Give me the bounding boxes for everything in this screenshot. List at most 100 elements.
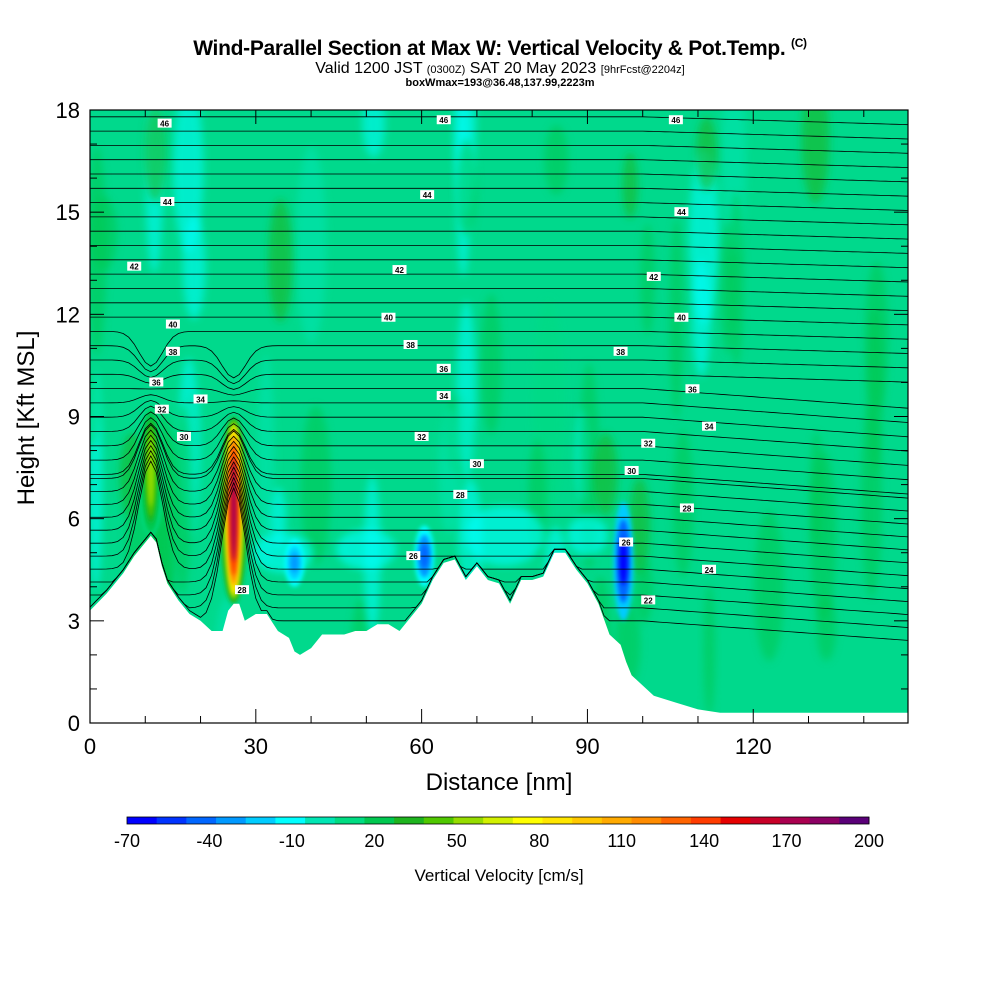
theta-label-bg (406, 551, 421, 561)
x-tick-label: 90 (575, 734, 599, 759)
colorbar-tick-label: 170 (772, 831, 802, 851)
theta-contour (90, 455, 908, 577)
theta-contour (90, 422, 908, 495)
theta-label: 38 (168, 348, 177, 357)
sinking-area (336, 529, 397, 570)
theta-label-bg (193, 394, 208, 404)
field-patch (362, 110, 386, 158)
theta-label-bg (234, 585, 249, 595)
field-patch (622, 152, 638, 219)
colorbar-swatch (364, 817, 395, 824)
colorbar-swatch (334, 817, 365, 824)
theta-label: 38 (616, 348, 625, 357)
theta-label: 46 (671, 116, 680, 125)
theta-contour (90, 130, 908, 140)
colorbar-swatch (186, 817, 217, 824)
theta-label: 40 (384, 314, 393, 323)
theta-label-bg (414, 431, 429, 441)
theta-contour (90, 411, 908, 466)
colorbar-swatch (127, 817, 158, 824)
colorbar-swatch (305, 817, 336, 824)
theta-label-bg (619, 537, 634, 547)
y-tick-label: 6 (68, 507, 80, 532)
theta-label-bg (453, 489, 468, 499)
theta-label: 44 (423, 191, 432, 200)
y-tick-label: 9 (68, 405, 80, 430)
theta-label-bg (613, 346, 628, 356)
chart-subtitle: Valid 1200 JST (0300Z) SAT 20 May 2023 [… (0, 60, 1000, 78)
theta-contour (90, 345, 908, 379)
field-patch (257, 354, 275, 568)
theta-label-bg (157, 118, 172, 128)
theta-label-bg (702, 564, 717, 574)
field-patch (90, 197, 118, 271)
theta-label-bg (420, 190, 435, 200)
theta-label: 44 (677, 208, 686, 217)
colorbar-tick-label: 20 (364, 831, 384, 851)
theta-label: 28 (456, 491, 465, 500)
field-patch (295, 146, 327, 344)
theta-label: 46 (160, 120, 169, 129)
colorbar-swatch (750, 817, 781, 824)
sinking-area (567, 515, 608, 556)
theta-contour (90, 359, 908, 385)
theta-label: 42 (130, 263, 139, 272)
theta-label: 34 (439, 392, 448, 401)
theta-label: 36 (439, 365, 448, 374)
theta-contour (90, 245, 908, 254)
theta-label: 38 (406, 341, 415, 350)
theta-contour (90, 460, 908, 590)
theta-label-bg (436, 391, 451, 401)
colorbar-swatch (690, 817, 722, 824)
colorbar-swatch (275, 817, 306, 824)
theta-label: 42 (649, 273, 658, 282)
theta-label: 28 (682, 504, 691, 513)
colorbar-swatch (512, 817, 544, 824)
theta-label-bg (469, 459, 484, 469)
theta-contour (90, 230, 908, 240)
theta-label: 36 (152, 378, 161, 387)
theta-contour (90, 429, 908, 512)
field-patch (801, 110, 830, 204)
theta-contour (90, 187, 908, 197)
updraft-core (230, 458, 237, 562)
x-tick-label: 120 (735, 734, 772, 759)
x-tick-label: 30 (244, 734, 268, 759)
theta-label: 32 (157, 406, 166, 415)
theta-label-bg (392, 265, 407, 275)
theta-label: 32 (417, 433, 426, 442)
y-axis-title: Height [Kft MSL] (13, 331, 40, 506)
colorbar-swatch (572, 817, 603, 824)
field-patch (634, 559, 653, 624)
field-patch (754, 510, 785, 662)
field-patch (703, 584, 716, 717)
theta-contour (90, 444, 908, 551)
colorbar-swatch (809, 817, 840, 824)
theta-label-bg (685, 384, 700, 394)
field-patch (456, 300, 476, 480)
colorbar-swatch (779, 817, 811, 824)
theta-contour (90, 202, 908, 211)
theta-label: 40 (168, 321, 177, 330)
theta-contour (90, 331, 908, 367)
field-patch (816, 595, 837, 661)
theta-label: 34 (705, 423, 714, 432)
theta-label-bg (381, 312, 396, 322)
theta-label: 40 (677, 314, 686, 323)
theta-contour (90, 434, 908, 525)
colorbar-swatch (631, 817, 662, 824)
theta-label-bg (674, 207, 689, 217)
colorbar-frame (126, 816, 870, 825)
theta-label-bg (624, 465, 639, 475)
theta-label-bg (154, 404, 169, 414)
y-tick-label: 18 (56, 98, 80, 123)
theta-contour (90, 405, 908, 452)
colorbar-swatch (542, 817, 573, 824)
field-patch (629, 477, 651, 575)
theta-label: 46 (439, 116, 448, 125)
theta-label: 34 (196, 395, 205, 404)
theta-label-bg (403, 339, 418, 349)
theta-contour (90, 316, 908, 326)
colorbar: -70 -40 -10 20 50 80 110 140 170 200 (114, 816, 884, 851)
